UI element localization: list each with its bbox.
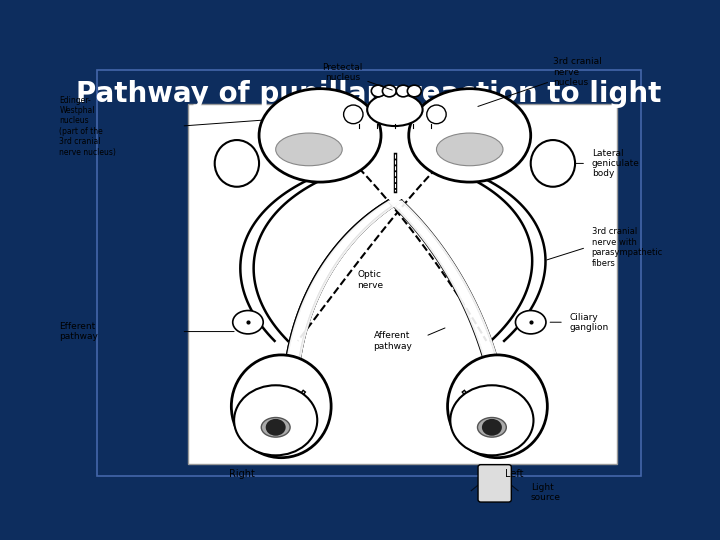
Ellipse shape (276, 133, 342, 166)
Ellipse shape (382, 85, 396, 97)
FancyBboxPatch shape (478, 465, 511, 502)
Circle shape (234, 385, 318, 455)
Text: Edinger-
Westphal
nucleus
(part of the
3rd cranial
nerve nucleus): Edinger- Westphal nucleus (part of the 3… (60, 96, 117, 157)
Text: 3rd cranial
nerve
nucleus: 3rd cranial nerve nucleus (478, 57, 602, 106)
Ellipse shape (372, 85, 385, 97)
Ellipse shape (427, 105, 446, 124)
Text: Light
source: Light source (531, 483, 561, 502)
Circle shape (450, 385, 534, 455)
Text: Afferent
pathway: Afferent pathway (373, 331, 412, 350)
Ellipse shape (408, 85, 421, 97)
Text: Right: Right (230, 469, 256, 479)
Ellipse shape (448, 355, 547, 458)
Text: Ciliary
ganglion: Ciliary ganglion (570, 313, 609, 332)
Ellipse shape (477, 417, 506, 437)
Ellipse shape (231, 355, 331, 458)
Text: Efferent
pathway: Efferent pathway (60, 322, 99, 341)
Bar (188, 104, 617, 464)
Text: Optic
nerve: Optic nerve (357, 271, 383, 290)
Ellipse shape (343, 105, 363, 124)
Ellipse shape (259, 89, 381, 182)
Ellipse shape (531, 140, 575, 187)
Ellipse shape (396, 85, 410, 97)
Text: 3rd cranial
nerve with
parasympathetic
fibers: 3rd cranial nerve with parasympathetic f… (592, 227, 663, 268)
Ellipse shape (367, 93, 423, 126)
Ellipse shape (215, 140, 259, 187)
Ellipse shape (516, 310, 546, 334)
Ellipse shape (261, 417, 290, 437)
Text: Pretectal
nucleus: Pretectal nucleus (322, 63, 392, 90)
Ellipse shape (409, 89, 531, 182)
Text: Pathway of pupillary reaction to light: Pathway of pupillary reaction to light (76, 80, 662, 108)
Ellipse shape (436, 133, 503, 166)
Ellipse shape (233, 310, 264, 334)
Text: Left: Left (505, 469, 523, 479)
Text: Lateral
geniculate
body: Lateral geniculate body (592, 148, 639, 178)
Circle shape (482, 419, 502, 436)
Circle shape (266, 419, 286, 436)
